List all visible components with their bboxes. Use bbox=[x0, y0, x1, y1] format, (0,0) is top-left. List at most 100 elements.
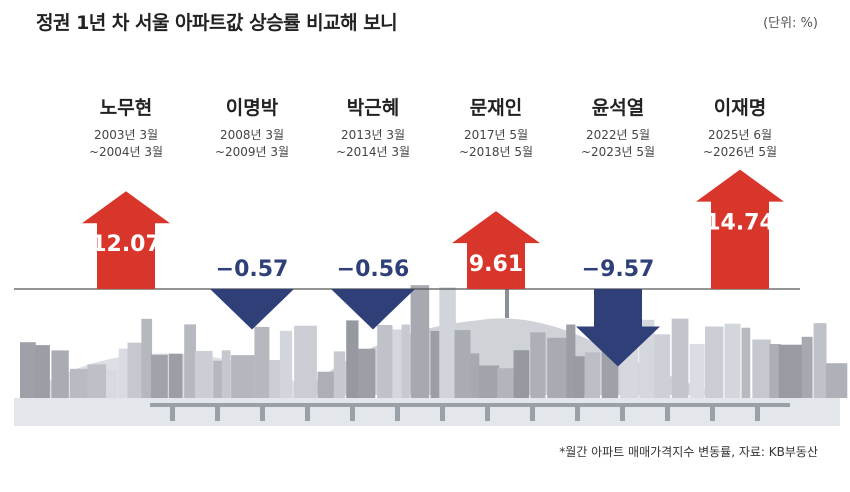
building bbox=[51, 350, 69, 398]
building bbox=[317, 371, 335, 398]
chart-title: 정권 1년 차 서울 아파트값 상승률 비교해 보니 bbox=[36, 12, 398, 34]
data-label: 12.07 bbox=[91, 232, 161, 257]
building bbox=[127, 342, 143, 398]
building bbox=[106, 370, 117, 398]
building bbox=[470, 353, 480, 398]
building bbox=[231, 355, 255, 398]
building bbox=[346, 320, 359, 398]
bridge-pillar bbox=[215, 407, 220, 421]
building bbox=[439, 287, 456, 398]
bridge-pillars bbox=[170, 407, 760, 421]
chart-marks: 노무현 2003년 3월 ~2004년 3월 12.07 이명박 2008년 3월 ~200… bbox=[82, 97, 784, 367]
bar-down-arrow bbox=[210, 289, 294, 330]
building bbox=[410, 285, 430, 398]
unit-label: (단위: %) bbox=[763, 16, 818, 31]
water-band bbox=[14, 398, 840, 426]
building bbox=[184, 324, 196, 398]
building bbox=[769, 344, 781, 398]
building bbox=[573, 356, 585, 398]
building bbox=[357, 348, 376, 398]
period-end: ~2004년 3월 bbox=[89, 145, 163, 159]
bridge-deck bbox=[150, 403, 790, 407]
building bbox=[294, 325, 317, 398]
building bbox=[689, 343, 705, 398]
bar-down-arrow bbox=[331, 289, 415, 330]
data-label: 14.74 bbox=[705, 211, 775, 236]
period-start: 2025년 6월 bbox=[708, 128, 772, 142]
building bbox=[752, 339, 771, 398]
building bbox=[141, 318, 153, 398]
footnote: *월간 아파트 매매가격지수 변동률, 자료: KB부동산 bbox=[559, 445, 818, 459]
bridge-pillar bbox=[170, 407, 175, 421]
building bbox=[826, 363, 848, 398]
building bbox=[454, 330, 471, 398]
president-name: 박근혜 bbox=[347, 97, 399, 119]
building bbox=[213, 360, 224, 398]
period-start: 2022년 5월 bbox=[586, 128, 650, 142]
bridge-pillar bbox=[350, 407, 355, 421]
period-end: ~2009년 3월 bbox=[215, 145, 289, 159]
bar-up-arrow bbox=[82, 191, 170, 289]
period-end: ~2018년 5월 bbox=[459, 145, 533, 159]
building bbox=[20, 342, 36, 398]
period-start: 2013년 3월 bbox=[341, 128, 405, 142]
period-start: 2017년 5월 bbox=[464, 128, 528, 142]
president-name: 윤석열 bbox=[592, 97, 644, 119]
data-label: −0.56 bbox=[337, 257, 410, 282]
building bbox=[279, 330, 293, 398]
data-label: −9.57 bbox=[582, 257, 655, 282]
president-name: 이명박 bbox=[226, 97, 279, 119]
building bbox=[151, 354, 168, 398]
building bbox=[118, 348, 129, 398]
building bbox=[392, 329, 403, 398]
building bbox=[401, 324, 410, 398]
building bbox=[671, 318, 689, 398]
building bbox=[34, 345, 50, 398]
building bbox=[801, 336, 813, 398]
bridge-pillar bbox=[665, 407, 670, 421]
data-label: 9.61 bbox=[469, 252, 523, 277]
building bbox=[168, 353, 183, 398]
bridge-pillar bbox=[620, 407, 625, 421]
period-end: ~2026년 5월 bbox=[703, 145, 777, 159]
data-label: −0.57 bbox=[216, 257, 289, 282]
building bbox=[741, 327, 751, 398]
building bbox=[478, 365, 500, 398]
building bbox=[654, 334, 671, 398]
building bbox=[333, 351, 346, 398]
president-name: 노무현 bbox=[100, 97, 152, 119]
building bbox=[70, 368, 89, 398]
building bbox=[497, 368, 516, 398]
bar-up-arrow bbox=[452, 211, 540, 289]
period-start: 2003년 3월 bbox=[94, 128, 158, 142]
period-end: ~2014년 3월 bbox=[336, 145, 410, 159]
building bbox=[254, 326, 270, 398]
building bbox=[430, 330, 442, 398]
building bbox=[585, 352, 600, 398]
bridge-pillar bbox=[530, 407, 535, 421]
building bbox=[778, 344, 803, 398]
building bbox=[195, 350, 213, 398]
bar-down-arrow bbox=[576, 289, 660, 367]
bridge-pillar bbox=[575, 407, 580, 421]
bridge-pillar bbox=[440, 407, 445, 421]
building bbox=[566, 324, 576, 398]
bar-up-arrow bbox=[696, 169, 784, 289]
building bbox=[530, 332, 546, 398]
bridge-pillar bbox=[260, 407, 265, 421]
building bbox=[377, 325, 393, 398]
building bbox=[705, 326, 724, 398]
building bbox=[221, 350, 231, 398]
building bbox=[269, 360, 282, 398]
president-name: 이재명 bbox=[714, 97, 766, 119]
period-start: 2008년 3월 bbox=[220, 128, 284, 142]
bridge-pillar bbox=[710, 407, 715, 421]
city-skyline-illustration bbox=[14, 258, 848, 426]
building bbox=[724, 323, 741, 398]
bridge-pillar bbox=[305, 407, 310, 421]
building bbox=[813, 323, 827, 398]
bridge-pillar bbox=[485, 407, 490, 421]
period-end: ~2023년 5월 bbox=[581, 145, 655, 159]
bridge-pillar bbox=[755, 407, 760, 421]
